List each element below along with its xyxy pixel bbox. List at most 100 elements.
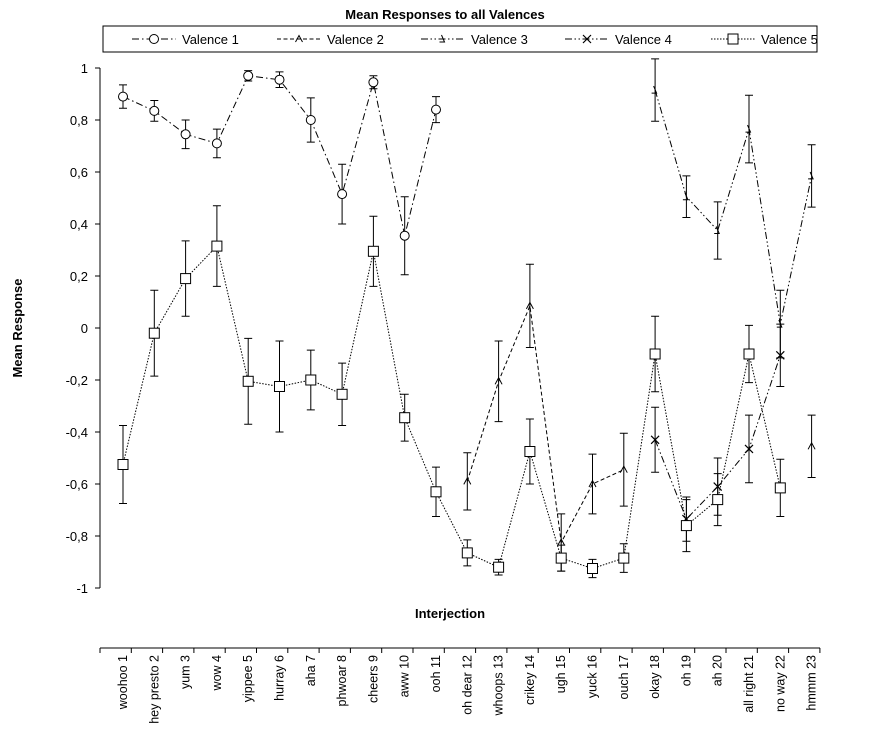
legend-label: Valence 4 [615,32,672,47]
data-point [493,561,505,573]
legend-label: Valence 5 [761,32,818,47]
data-point [336,388,348,400]
data-point [431,104,441,115]
data-point [555,552,567,564]
y-tick-label: 0,8 [70,113,88,128]
data-point [274,381,285,392]
data-point [461,547,473,559]
y-tick-label: 0,6 [70,165,88,180]
y-axis-label: Mean Response [10,279,25,378]
data-point [368,77,379,88]
data-point [808,171,814,180]
legend-marker [439,34,446,43]
series-line [122,245,781,570]
legend-marker [727,33,739,45]
y-axis-ticks: 1 0,8 0,6 0,4 0,2 0 -0,2 -0,4 -0,6 -0,8 -1 [66,61,100,596]
data-point [744,444,754,454]
data-point [680,520,692,532]
x-tick-label: aha 7 [304,655,318,686]
series-line [654,89,813,325]
data-point [463,476,472,485]
data-point [118,91,128,102]
data-point [117,459,129,470]
data-point [712,494,724,506]
data-point [149,105,160,116]
plot-area [117,58,816,579]
series-valence-5 [117,205,786,579]
legend-label: Valence 3 [471,32,528,47]
x-tick-label: ah 20 [711,655,725,686]
x-tick-label: phwoar 8 [335,655,349,706]
data-point [494,376,503,385]
legend-label: Valence 2 [327,32,384,47]
series-valence-3 [651,58,816,359]
series-line [654,355,781,521]
data-point [651,85,658,94]
x-tick-label: ooh 11 [429,655,443,692]
data-point [180,273,192,285]
legend-marker [295,34,303,43]
y-tick-label: -0,6 [66,477,88,492]
x-tick-label: oh 19 [679,655,693,686]
data-point [305,115,316,125]
data-point [650,435,660,445]
error-bar [619,432,628,507]
data-point [807,441,816,450]
x-tick-label: oh dear 12 [460,655,474,715]
y-tick-label: -0,8 [66,529,88,544]
error-bar [463,452,472,511]
data-point [211,138,222,149]
x-tick-label: yippee 5 [241,655,255,702]
y-tick-label: 1 [81,61,88,76]
x-tick-label: cheers 9 [366,655,380,703]
error-bar [494,340,503,423]
x-tick-label: ouch 17 [617,655,631,700]
x-tick-label: yuck 16 [586,655,600,698]
data-point [587,563,598,574]
y-tick-label: -0,2 [66,373,88,388]
x-axis-ticks: woohoo 1 hey presto 2 yum 3 wow 4 yippee 5 hu… [99,648,821,724]
y-tick-label: 0,2 [70,269,88,284]
x-tick-label: crikey 14 [523,655,537,705]
legend-marker [149,34,159,44]
x-tick-label: hurray 6 [273,655,287,701]
data-point [243,70,254,81]
x-tick-label: hmmm 23 [805,655,819,711]
data-point [618,552,630,564]
data-point [337,189,348,200]
series-valence-1 [118,70,441,276]
y-tick-label: 0,4 [70,217,88,232]
x-tick-label: no way 22 [773,655,787,712]
data-point [588,479,597,488]
error-bar [807,414,816,478]
data-point [399,412,411,424]
series-valence-4 [650,323,785,542]
data-point [430,486,442,498]
x-tick-label: whoops 13 [492,655,506,717]
x-tick-label: yum 3 [179,655,193,689]
data-point [180,129,191,140]
error-bar [588,453,597,515]
y-tick-label: -0,4 [66,425,88,440]
data-point [242,375,254,387]
data-point [557,537,566,546]
data-point [776,319,783,328]
y-tick-label: -1 [76,581,88,596]
data-point [774,482,786,494]
data-point [274,74,285,85]
legend-marker [582,34,592,44]
data-point [619,465,628,473]
x-tick-label: hey presto 2 [147,655,161,724]
y-tick-label: 0 [81,321,88,336]
x-tick-label: woohoo 1 [116,655,130,710]
data-point [211,240,223,252]
error-bar [525,263,534,348]
data-point [148,327,160,339]
chart-title: Mean Responses to all Valences [345,7,544,22]
data-point [367,245,379,257]
series-line [466,303,625,545]
data-point [775,350,785,360]
data-point [743,348,755,360]
x-axis-label: Interjection [415,606,485,621]
